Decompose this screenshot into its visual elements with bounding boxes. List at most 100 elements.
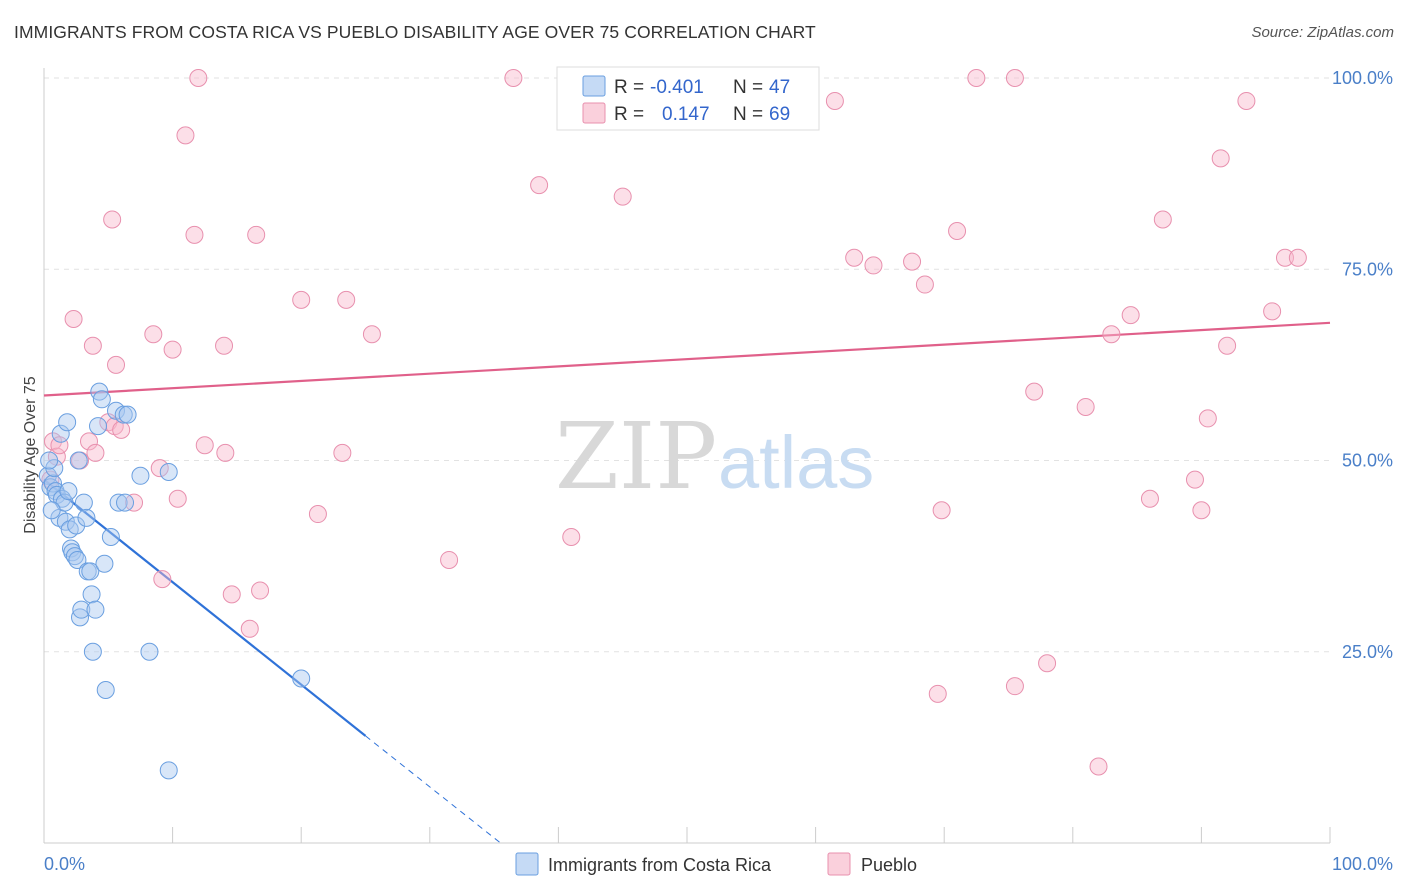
data-point: [1192, 501, 1211, 520]
data-point: [1153, 210, 1172, 229]
data-point: [337, 290, 356, 309]
series-legend-label-2: Pueblo: [861, 855, 917, 875]
legend-r-value-1: -0.401: [650, 77, 704, 98]
watermark-atlas: atlas: [718, 421, 874, 504]
data-point: [292, 290, 311, 309]
data-point: [440, 550, 459, 569]
data-point: [292, 669, 311, 688]
data-point: [845, 248, 864, 267]
data-point: [140, 642, 159, 661]
data-point: [69, 451, 88, 470]
legend-n-value-2: 69: [769, 104, 790, 125]
data-point: [1211, 149, 1230, 168]
data-point: [72, 600, 91, 619]
trend-line-extension-0: [365, 735, 501, 844]
trend-line-0: [43, 478, 367, 737]
series-legend: Immigrants from Costa Rica Pueblo: [515, 852, 917, 876]
data-point: [1102, 325, 1121, 344]
series-legend-swatch-pink: [827, 852, 851, 876]
data-point: [58, 413, 77, 432]
data-point: [932, 501, 951, 520]
legend-n-label-1: N =: [733, 77, 763, 98]
data-point: [308, 505, 327, 524]
data-point: [131, 466, 150, 485]
data-point: [103, 210, 122, 229]
data-point: [95, 554, 114, 573]
legend-r-label-1: R =: [614, 77, 644, 98]
data-point: [1198, 409, 1217, 428]
data-point: [107, 355, 126, 374]
data-point: [64, 309, 83, 328]
stats-legend: R = -0.401 N = 47 R = 0.147 N = 69: [556, 66, 820, 131]
data-point: [240, 619, 259, 638]
tick-labels: 25.0% 50.0% 75.0% 100.0% 0.0% 100.0%: [44, 68, 1393, 874]
data-point: [903, 252, 922, 271]
data-point: [1005, 677, 1024, 696]
y-tick-label: 25.0%: [1342, 642, 1393, 662]
series-legend-label-1: Immigrants from Costa Rica: [548, 855, 772, 875]
data-point: [504, 69, 523, 87]
trend-line-1: [43, 321, 1331, 397]
data-point: [83, 336, 102, 355]
axes: [43, 68, 1331, 844]
data-point: [1121, 306, 1140, 325]
data-point: [74, 493, 93, 512]
series-legend-swatch-blue: [515, 852, 539, 876]
legend-r-label-2: R =: [614, 104, 644, 125]
legend-n-value-1: 47: [769, 77, 790, 98]
data-point: [1288, 248, 1307, 267]
data-point: [86, 443, 105, 462]
data-point: [928, 684, 947, 703]
data-point: [1140, 489, 1159, 508]
legend-n-label-2: N =: [733, 104, 763, 125]
watermark: ZIP atlas: [555, 403, 874, 510]
legend-r-value-2: 0.147: [662, 104, 710, 125]
data-point: [153, 570, 172, 589]
data-point: [1076, 397, 1095, 416]
y-tick-label: 100.0%: [1332, 68, 1393, 88]
data-point: [150, 459, 169, 478]
data-point: [81, 562, 100, 581]
data-point: [613, 187, 632, 206]
watermark-zip: ZIP: [555, 403, 717, 510]
data-point: [86, 600, 105, 619]
data-point: [96, 681, 115, 699]
data-point: [59, 482, 78, 501]
data-point: [40, 451, 59, 470]
y-axis-label: Disability Age Over 75: [22, 376, 39, 534]
data-point: [825, 91, 844, 110]
data-point: [89, 417, 108, 436]
data-point: [118, 405, 137, 424]
data-point: [42, 501, 61, 520]
x-tick-label-max: 100.0%: [1332, 854, 1393, 874]
y-tick-label: 75.0%: [1342, 259, 1393, 279]
data-point: [1263, 302, 1282, 321]
data-point: [68, 550, 87, 569]
data-point: [101, 528, 120, 546]
data-point: [71, 608, 90, 627]
data-point: [50, 436, 69, 455]
data-point: [125, 493, 144, 512]
data-point: [80, 432, 99, 451]
legend-swatch-pink: [582, 102, 606, 124]
data-points: [38, 69, 1307, 780]
data-point: [82, 585, 101, 604]
source-credit: Source: ZipAtlas.com: [1251, 24, 1394, 41]
data-point: [562, 528, 581, 546]
data-point: [222, 585, 241, 604]
data-point: [163, 340, 182, 359]
data-point: [1089, 757, 1108, 776]
data-point: [195, 436, 214, 455]
data-point: [864, 256, 883, 275]
data-point: [362, 325, 381, 344]
data-point: [967, 69, 986, 87]
data-point: [1237, 91, 1256, 110]
data-point: [176, 126, 195, 145]
data-point: [915, 275, 934, 294]
data-point: [216, 443, 235, 462]
data-point: [1025, 382, 1044, 401]
data-point: [168, 489, 187, 508]
y-tick-label: 50.0%: [1342, 451, 1393, 471]
grid-lines: [44, 77, 1330, 653]
data-point: [1038, 654, 1057, 673]
